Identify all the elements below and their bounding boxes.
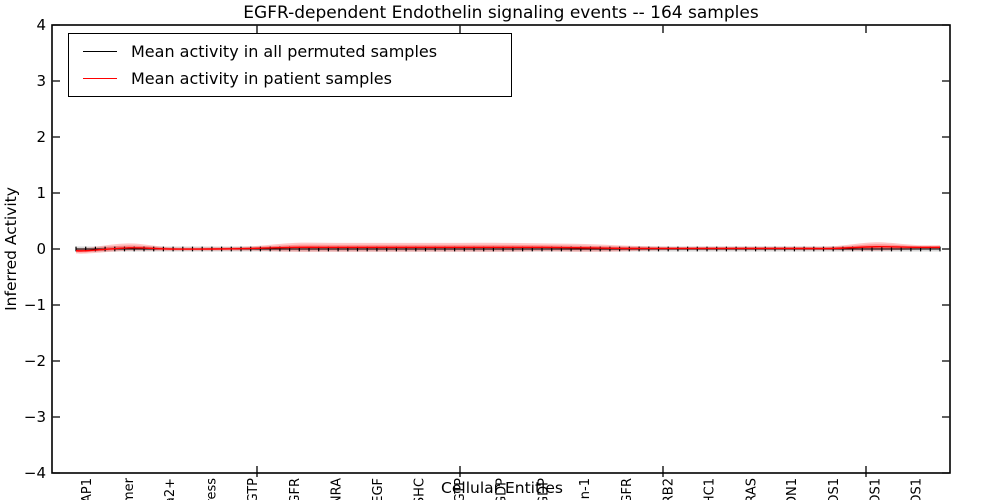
patient-std-band-inner bbox=[76, 244, 940, 253]
y-tick-label: 2 bbox=[36, 128, 46, 146]
x-tick-label: HRAS/GDP bbox=[495, 478, 510, 500]
y-tick-label: 4 bbox=[36, 16, 46, 34]
x-tick-label: EDN1 bbox=[785, 478, 801, 500]
axes-spines bbox=[51, 24, 951, 474]
x-tick-label: EGF/EGFR dimer/SHC bbox=[412, 478, 427, 500]
legend-item-label: Mean activity in all permuted samples bbox=[131, 42, 438, 61]
y-tick-label: −4 bbox=[23, 464, 46, 482]
patient-mean-line bbox=[75, 246, 941, 252]
legend-item-label: Mean activity in patient samples bbox=[131, 69, 392, 88]
x-tick-label: EDNRA bbox=[329, 478, 344, 500]
x-tick-label: response to oxidative stress bbox=[205, 478, 220, 500]
x-tick-label: EGF/EGFR dimer/SHC/GRB2/SOS1 bbox=[869, 478, 884, 500]
x-tick-label: HRAS bbox=[744, 478, 759, 500]
x-tick-label: EGF/EGFR bbox=[288, 478, 303, 500]
x-tick-label: SOS1 bbox=[827, 478, 842, 500]
x-tick-label: EGFR bbox=[619, 478, 635, 500]
x-tick-label: FRAP1 bbox=[80, 478, 95, 500]
axis-ticks bbox=[52, 24, 950, 477]
x-tick-label: ETA receptor/Endothelin-1 bbox=[578, 478, 593, 500]
y-tick-label: −2 bbox=[23, 352, 46, 370]
chart-title: EGFR-dependent Endothelin signaling even… bbox=[243, 3, 759, 23]
legend: Mean activity in all permuted samples Mea… bbox=[68, 33, 512, 97]
x-tick-label: EGF/EGFR dimer bbox=[122, 478, 137, 500]
x-tick-label: mol:GDP bbox=[537, 478, 552, 500]
x-tick-label: EGF bbox=[370, 478, 386, 500]
y-tick-label: 3 bbox=[36, 72, 46, 90]
y-tick-label: 1 bbox=[36, 184, 46, 202]
x-tick-label: HRAS/GTP bbox=[454, 478, 469, 500]
x-axis-label: Cellular Entities bbox=[441, 479, 563, 497]
legend-line-sample bbox=[83, 78, 117, 79]
y-tick-label: −3 bbox=[23, 408, 46, 426]
legend-item: Mean activity in patient samples bbox=[83, 66, 511, 92]
x-tick-label: SHC1 bbox=[702, 478, 718, 500]
x-tick-label: mol:GTP bbox=[246, 478, 261, 500]
legend-item: Mean activity in all permuted samples bbox=[83, 39, 511, 65]
y-tick-label: 0 bbox=[36, 240, 46, 258]
x-tick-label: mol:Ca2+ bbox=[163, 478, 178, 500]
y-tick-label: −1 bbox=[23, 296, 46, 314]
x-tick-label: GRB2 bbox=[661, 478, 676, 500]
x-tick-label: GRB2/SOS1 bbox=[910, 478, 925, 500]
legend-line-sample bbox=[83, 51, 117, 52]
